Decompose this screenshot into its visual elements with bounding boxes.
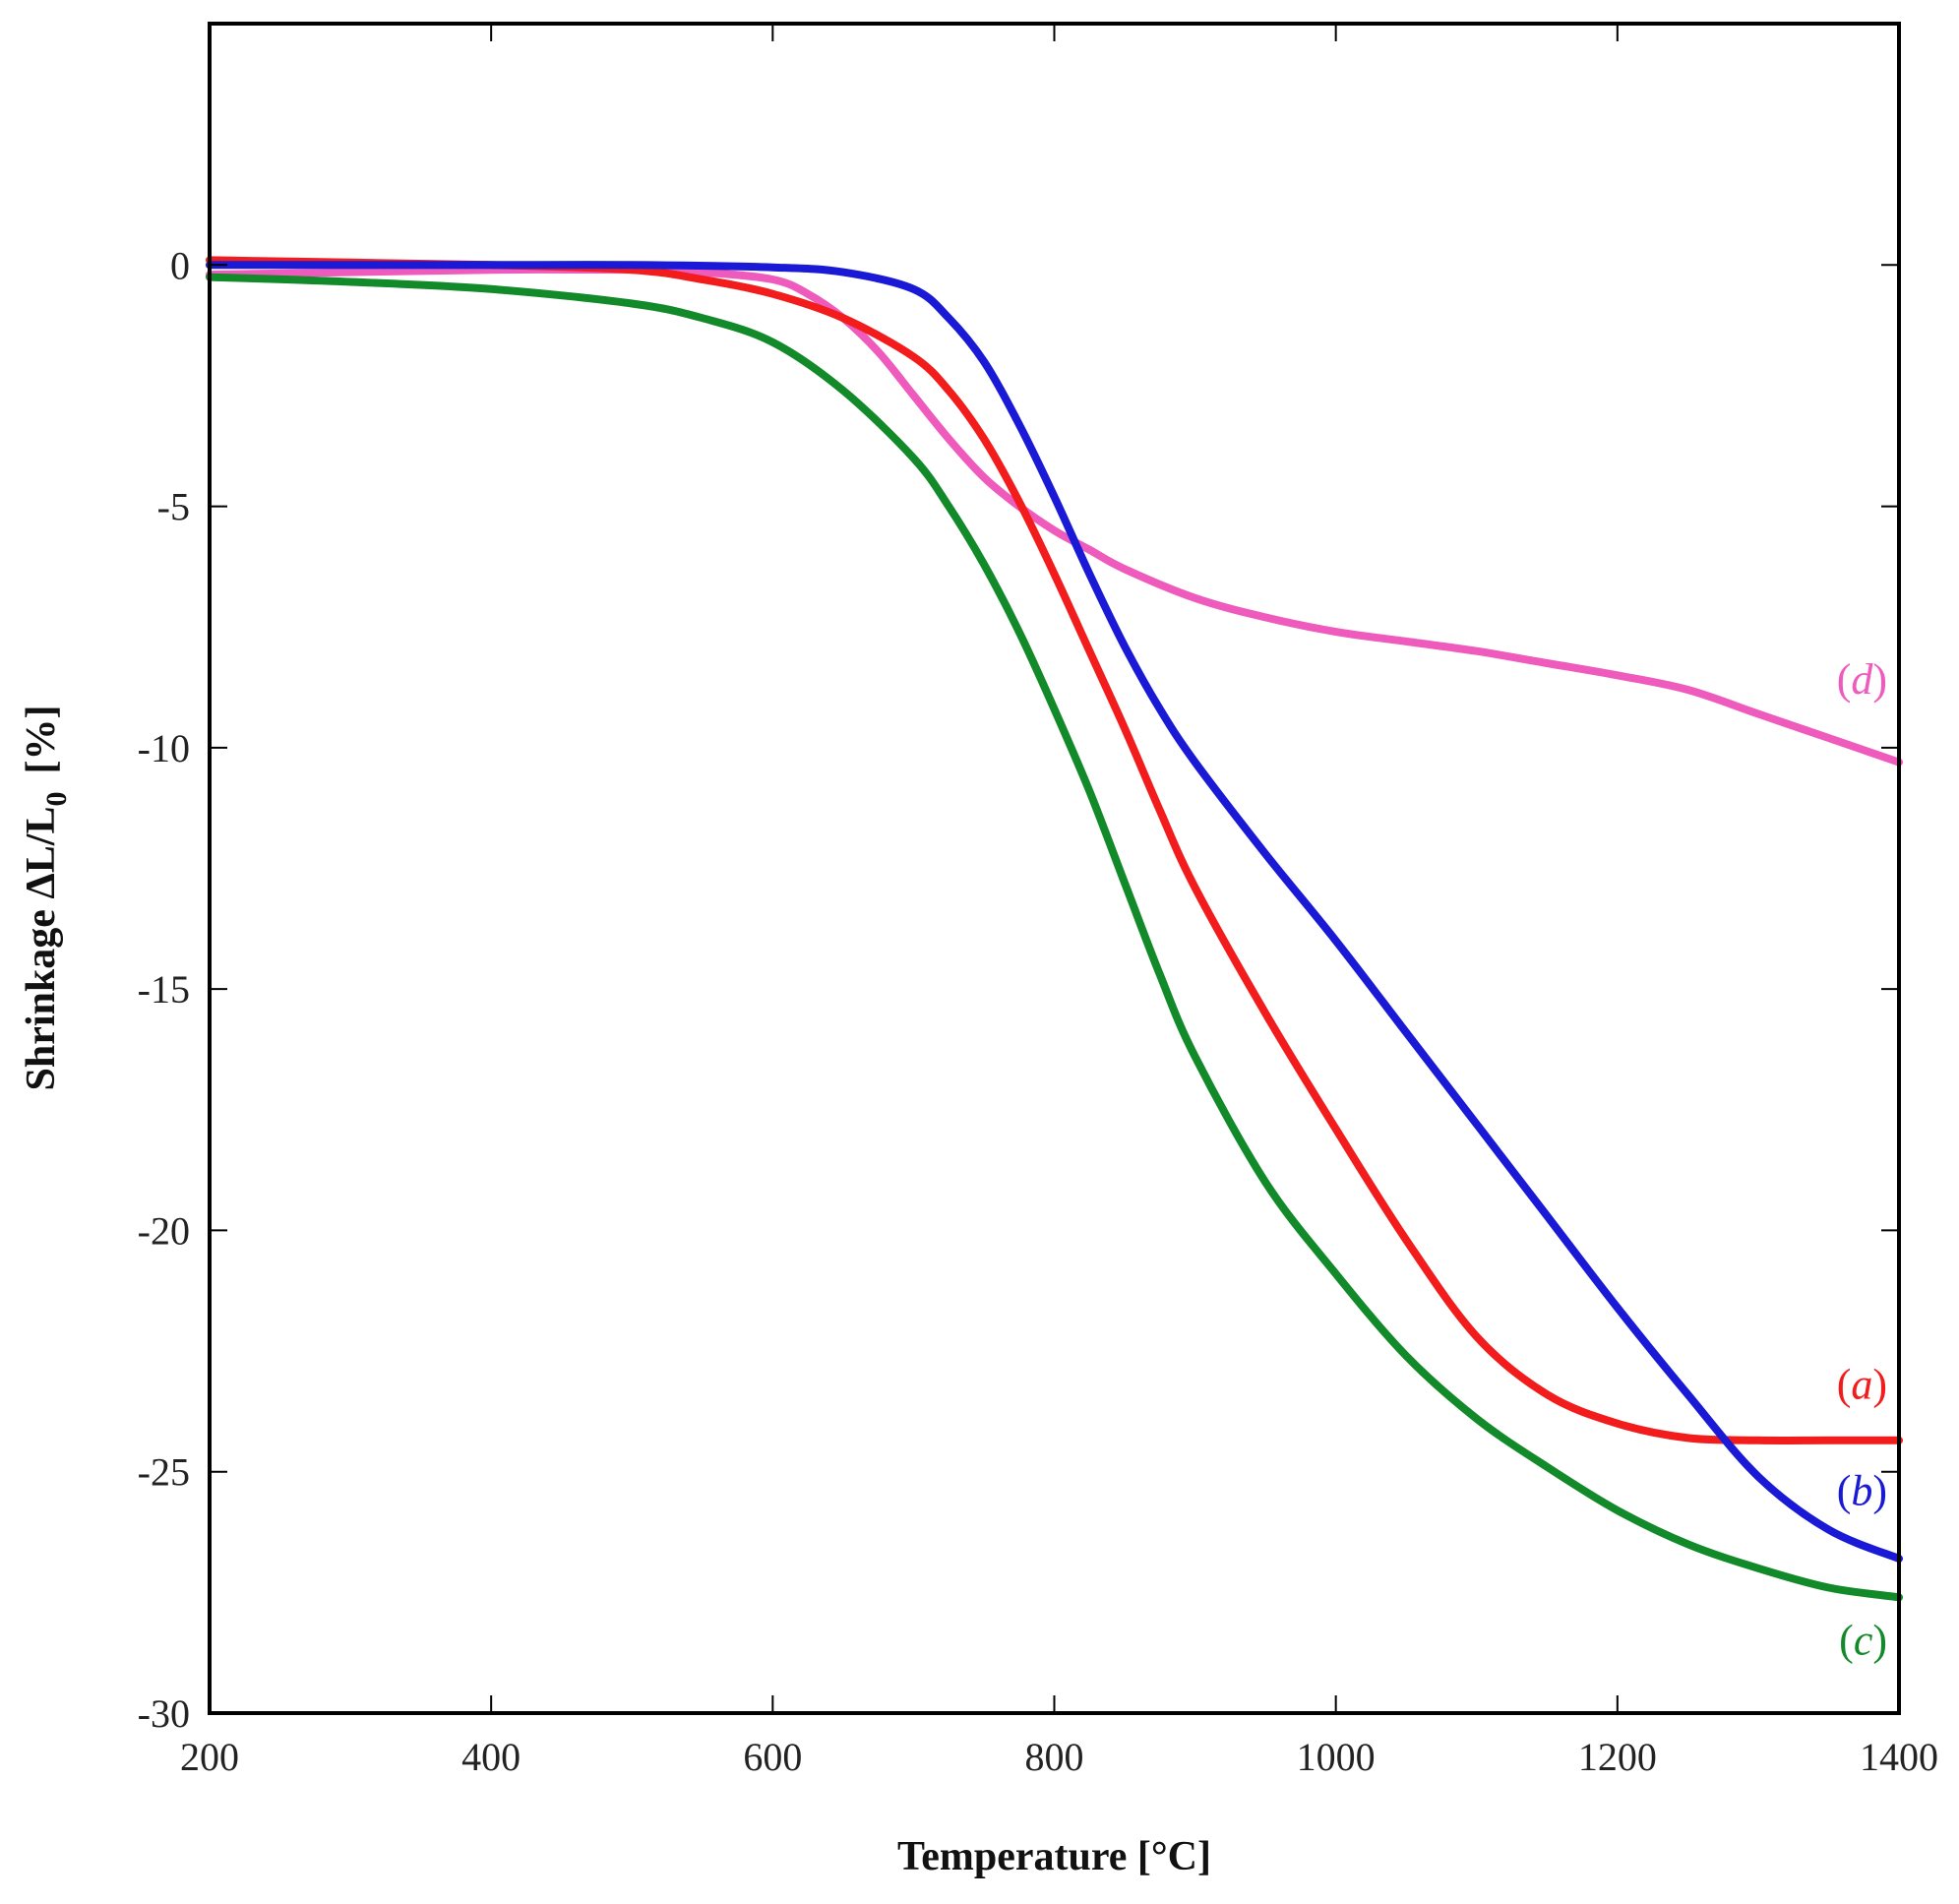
x-tick-label: 1400 (1860, 1735, 1938, 1779)
series-line-b (206, 261, 1903, 1563)
series-label-close-paren: ) (1872, 655, 1887, 704)
series-layer (206, 256, 1903, 1602)
y-tick-label: -30 (138, 1691, 190, 1736)
x-tick-label: 200 (180, 1735, 239, 1779)
x-tick-label: 600 (743, 1735, 802, 1779)
series-label-close-paren: ) (1872, 1466, 1887, 1514)
series-label-letter: d (1851, 655, 1873, 704)
series-label-letter: c (1854, 1616, 1873, 1664)
y-tick-label: -15 (138, 967, 190, 1012)
plot-frame (208, 22, 1901, 1715)
ticks-layer: 200 400 600 800 1000 1200 1400 0 -5 -10 -15 -20 -25 -… (138, 24, 1938, 1779)
series-line-a (206, 256, 1903, 1444)
series-line-c (206, 273, 1903, 1602)
y-axis-title: Shrinkage ΔL/L0 [%] (19, 706, 73, 1091)
series-label-a: (a) (1837, 1360, 1887, 1408)
series-label-letter: b (1851, 1466, 1872, 1514)
series-label-b: (b) (1837, 1466, 1887, 1514)
series-label-close-paren: ) (1872, 1616, 1887, 1664)
series-line-d (206, 265, 1903, 767)
series-label-d: (d) (1837, 655, 1887, 704)
x-tick-label: 1000 (1297, 1735, 1376, 1779)
x-axis-title: Temperature [°C] (897, 1834, 1211, 1879)
series-label-open-paren: ( (1837, 1360, 1852, 1408)
x-tick-label: 1200 (1578, 1735, 1657, 1779)
y-axis-title-unit: [%] (19, 706, 64, 774)
y-tick-label: -20 (138, 1208, 190, 1253)
y-tick-label: 0 (170, 243, 190, 287)
series-label-open-paren: ( (1837, 1466, 1852, 1514)
series-label-close-paren: ) (1872, 1360, 1887, 1408)
series-label-open-paren: ( (1839, 1616, 1854, 1664)
series-label-open-paren: ( (1837, 655, 1852, 704)
y-axis-title-subscript: 0 (40, 792, 73, 807)
series-labels: (a)(b)(c)(d) (1837, 655, 1887, 1664)
series-label-letter: a (1851, 1360, 1872, 1408)
series-label-c: (c) (1839, 1616, 1887, 1664)
y-tick-label: -10 (138, 726, 190, 770)
y-axis-title-main: Shrinkage ΔL/L (19, 807, 64, 1091)
y-tick-label: -25 (138, 1450, 190, 1495)
y-tick-label: -5 (157, 485, 190, 529)
x-tick-label: 800 (1025, 1735, 1084, 1779)
x-tick-label: 400 (461, 1735, 520, 1779)
